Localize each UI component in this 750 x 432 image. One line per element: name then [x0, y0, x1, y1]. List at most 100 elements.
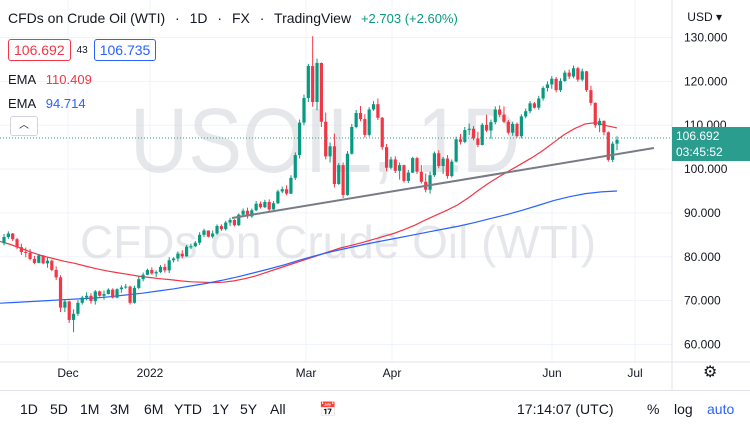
- candle: [571, 65, 576, 79]
- candle-body: [137, 279, 141, 288]
- candle-body: [289, 177, 293, 194]
- candle: [176, 251, 180, 262]
- candle-body: [93, 291, 97, 302]
- candle: [567, 69, 571, 80]
- candle-body: [298, 122, 302, 156]
- timeframe-1d-button[interactable]: 1D: [20, 401, 38, 417]
- candle-body: [189, 246, 193, 248]
- utc-time[interactable]: 17:14:07 (UTC): [517, 401, 614, 417]
- candle: [606, 131, 610, 162]
- candle: [545, 81, 550, 92]
- candle: [289, 175, 293, 195]
- candle: [593, 102, 597, 128]
- candle: [80, 295, 84, 305]
- candle-body: [211, 233, 215, 237]
- timeframe-6m-button[interactable]: 6M: [144, 401, 164, 417]
- candle-body: [76, 302, 80, 314]
- candle: [398, 162, 402, 180]
- timeframe-5d-button[interactable]: 5D: [50, 401, 68, 417]
- timeframe-5y-button[interactable]: 5Y: [240, 401, 258, 417]
- candle-body: [567, 72, 571, 77]
- timeframe-1y-button[interactable]: 1Y: [212, 401, 230, 417]
- candle: [24, 247, 28, 258]
- collapse-legend-button[interactable]: ︿: [10, 116, 38, 136]
- candle: [232, 219, 237, 227]
- candle-body: [306, 66, 310, 99]
- timeframe-3m-button[interactable]: 3M: [110, 401, 130, 417]
- candle-body: [71, 313, 76, 320]
- time-scale[interactable]: Dec 2022 Mar Apr Jun Jul: [0, 361, 750, 380]
- candle-body: [328, 146, 332, 157]
- candle: [354, 109, 358, 129]
- candle: [11, 233, 15, 241]
- last-price-value: 106.692: [676, 129, 720, 143]
- candle: [428, 171, 432, 194]
- candle-body: [493, 109, 497, 123]
- timeframe-1m-button[interactable]: 1M: [80, 401, 100, 417]
- chevron-up-icon: ︿: [19, 120, 29, 131]
- candle: [363, 114, 367, 138]
- candle-body: [124, 286, 128, 288]
- candle-body: [354, 112, 358, 127]
- candle: [28, 248, 32, 261]
- candle-body: [341, 165, 345, 195]
- candle: [537, 95, 541, 110]
- candle: [245, 207, 250, 219]
- candle: [584, 70, 589, 92]
- percent-toggle[interactable]: %: [647, 401, 660, 417]
- price-tick-label: 100.000: [684, 162, 728, 176]
- candle: [350, 123, 354, 155]
- candle: [467, 123, 471, 135]
- log-toggle[interactable]: log: [674, 401, 693, 417]
- interval-label[interactable]: 1D: [189, 10, 208, 26]
- candle: [341, 162, 345, 199]
- candle: [137, 276, 141, 290]
- candle-body: [471, 128, 476, 139]
- candle-body: [345, 153, 350, 195]
- candle-body: [98, 291, 102, 296]
- candle: [519, 114, 523, 139]
- candle-body: [545, 84, 550, 88]
- dot-separator: ·: [217, 10, 223, 26]
- candle-body: [415, 158, 419, 172]
- candle-body: [454, 139, 458, 162]
- candle: [328, 142, 332, 163]
- candle-body: [2, 237, 6, 244]
- candle: [32, 255, 37, 265]
- price-scale[interactable]: 130.000120.000110.000100.00090.00080.000…: [671, 0, 728, 390]
- candle: [489, 119, 493, 139]
- currency-selector[interactable]: USD ▾: [687, 10, 722, 24]
- timeframe-ytd-button[interactable]: YTD: [174, 401, 202, 417]
- sell-price-button[interactable]: 106.692: [8, 39, 71, 61]
- trendline[interactable]: [231, 147, 655, 219]
- candle: [250, 208, 254, 218]
- candle: [89, 293, 93, 304]
- candle: [437, 150, 441, 169]
- ema-blue-legend[interactable]: EMA 94.714: [8, 96, 86, 111]
- auto-toggle[interactable]: auto: [707, 401, 735, 417]
- candle-body: [158, 266, 163, 273]
- buy-price-button[interactable]: 106.735: [93, 39, 157, 61]
- candle: [406, 169, 410, 184]
- ema-red-legend[interactable]: EMA 110.409: [8, 72, 92, 87]
- candle-body: [32, 258, 37, 263]
- candle-body: [463, 130, 467, 142]
- candle: [302, 94, 306, 126]
- candle-body: [245, 210, 250, 217]
- candle-body: [363, 119, 367, 135]
- candle-body: [85, 295, 89, 298]
- time-tick-label: 2022: [137, 366, 164, 380]
- candle-body: [41, 255, 45, 264]
- calendar-icon[interactable]: 📅: [319, 401, 337, 417]
- candle-body: [206, 230, 210, 237]
- candle: [298, 119, 302, 159]
- candle-body: [315, 62, 319, 102]
- time-tick-label: Jun: [542, 366, 561, 380]
- timeframe-all-button[interactable]: All: [270, 401, 286, 417]
- gear-icon[interactable]: ⚙: [703, 364, 718, 381]
- candle-body: [202, 230, 206, 235]
- symbol-title[interactable]: CFDs on Crude Oil (WTI): [8, 10, 166, 26]
- candle: [206, 230, 210, 238]
- candle-body: [576, 68, 580, 80]
